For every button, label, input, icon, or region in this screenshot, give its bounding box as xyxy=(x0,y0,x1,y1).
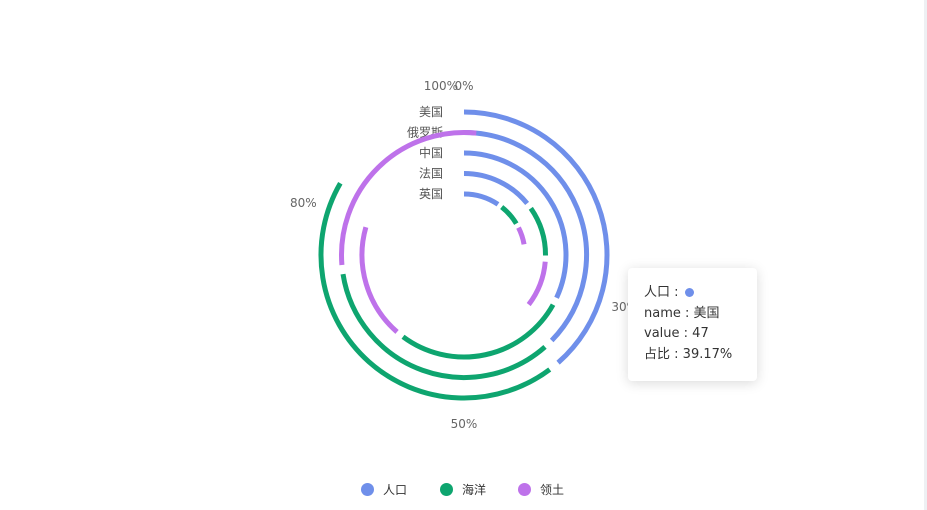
tooltip-value-row: value : 47 xyxy=(644,326,709,341)
tooltip-series-row: 人口 : xyxy=(644,283,757,304)
bar-法国-人口[interactable] xyxy=(463,171,530,206)
bar-中国-人口[interactable] xyxy=(463,150,569,299)
bar-中国-海洋[interactable] xyxy=(401,303,556,360)
axis-tick-label: 80% xyxy=(290,196,317,210)
legend-item-population[interactable]: 人口 xyxy=(361,479,407,499)
panel-edge xyxy=(924,0,927,510)
legend: 人口 海洋 领土 xyxy=(0,479,927,499)
tooltip-series-name: 人口 xyxy=(644,285,671,300)
chart-tooltip: 人口 : name : 美国 value : 47 占比 : 39.17% xyxy=(628,268,757,381)
axis-ticks: 0%30%50%80%100% xyxy=(290,79,638,431)
legend-item-territory[interactable]: 领土 xyxy=(518,479,564,499)
bar-俄罗斯-人口[interactable] xyxy=(463,130,589,343)
bar-俄罗斯-海洋[interactable] xyxy=(340,273,547,380)
legend-label: 领土 xyxy=(540,482,565,497)
tooltip-name-row: name : 美国 xyxy=(644,305,720,321)
bar-英国-人口[interactable] xyxy=(463,191,500,207)
circle-icon xyxy=(440,482,453,496)
category-label: 英国 xyxy=(419,187,443,201)
bar-俄罗斯-领土[interactable] xyxy=(339,130,477,266)
bar-美国-海洋[interactable] xyxy=(318,181,552,401)
circle-icon xyxy=(518,482,531,496)
bar-中国-领土[interactable] xyxy=(359,226,399,334)
bar-法国-领土[interactable] xyxy=(526,261,548,307)
bar-英国-海洋[interactable] xyxy=(500,205,519,225)
bars xyxy=(318,109,610,401)
legend-label: 人口 xyxy=(383,482,408,497)
tooltip-name-value: 美国 xyxy=(693,305,720,321)
category-label: 美国 xyxy=(419,105,443,119)
bar-英国-领土[interactable] xyxy=(516,226,527,245)
bar-美国-人口[interactable] xyxy=(463,109,610,365)
bar-法国-海洋[interactable] xyxy=(528,206,549,256)
axis-tick-label: 100% xyxy=(424,79,458,93)
tooltip-ratio-row: 占比 : 39.17% xyxy=(644,346,733,362)
tooltip-ratio-label: 占比 xyxy=(644,346,671,362)
legend-label: 海洋 xyxy=(462,482,487,497)
axis-tick-label: 50% xyxy=(451,417,478,431)
tooltip-value-value: 47 xyxy=(692,326,709,341)
circle-icon xyxy=(361,482,374,496)
category-label: 中国 xyxy=(419,145,443,160)
tooltip-ratio-value: 39.17% xyxy=(682,346,733,362)
tooltip-name-label: name xyxy=(644,305,681,321)
legend-item-ocean[interactable]: 海洋 xyxy=(440,479,486,499)
category-label: 法国 xyxy=(419,167,443,181)
tooltip-series-marker xyxy=(684,288,694,297)
axis-tick-label: 0% xyxy=(454,79,473,93)
tooltip-value-label: value xyxy=(644,326,680,341)
